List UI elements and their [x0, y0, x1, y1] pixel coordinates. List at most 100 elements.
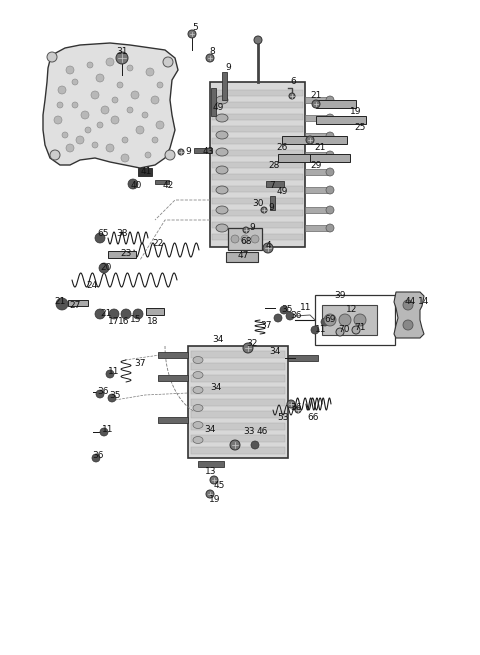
Text: 11: 11 — [315, 326, 327, 335]
Circle shape — [274, 314, 282, 322]
Circle shape — [121, 309, 131, 319]
Text: 6: 6 — [290, 77, 296, 86]
Polygon shape — [278, 154, 326, 162]
Polygon shape — [158, 375, 188, 381]
Circle shape — [62, 132, 68, 138]
Text: 34: 34 — [210, 383, 222, 392]
Circle shape — [152, 137, 158, 143]
Text: 49: 49 — [276, 187, 288, 196]
Bar — [138, 168, 152, 176]
Bar — [188, 346, 288, 458]
Bar — [191, 435, 285, 442]
Text: 21: 21 — [54, 297, 66, 307]
Text: 13: 13 — [205, 468, 217, 476]
Circle shape — [354, 314, 366, 326]
Circle shape — [206, 490, 214, 498]
Circle shape — [133, 309, 143, 319]
Bar — [212, 234, 303, 240]
Ellipse shape — [216, 96, 228, 104]
Text: 26: 26 — [276, 143, 288, 153]
Text: 40: 40 — [130, 181, 142, 191]
Circle shape — [163, 57, 173, 67]
Polygon shape — [316, 116, 366, 124]
Circle shape — [243, 227, 249, 233]
Polygon shape — [221, 72, 227, 100]
Circle shape — [306, 136, 314, 144]
Circle shape — [127, 65, 133, 71]
Text: 41: 41 — [140, 168, 152, 176]
Circle shape — [117, 82, 123, 88]
Circle shape — [151, 96, 159, 104]
Text: 16: 16 — [118, 318, 130, 326]
Circle shape — [91, 91, 99, 99]
Bar — [212, 126, 303, 132]
Circle shape — [146, 68, 154, 76]
Circle shape — [58, 86, 66, 94]
Circle shape — [326, 151, 334, 159]
Circle shape — [109, 309, 119, 319]
Text: 11: 11 — [108, 367, 120, 377]
Bar — [191, 351, 285, 358]
Circle shape — [95, 309, 105, 319]
Circle shape — [326, 224, 334, 232]
Circle shape — [403, 320, 413, 330]
Circle shape — [287, 400, 295, 408]
Text: 49: 49 — [212, 103, 224, 113]
Ellipse shape — [216, 186, 228, 194]
Bar — [212, 210, 303, 216]
Bar — [212, 186, 303, 192]
Text: 33: 33 — [243, 428, 255, 436]
Circle shape — [254, 36, 262, 44]
Circle shape — [122, 137, 128, 143]
Ellipse shape — [193, 436, 203, 443]
Circle shape — [131, 91, 139, 99]
Circle shape — [76, 136, 84, 144]
Text: 38: 38 — [116, 229, 128, 238]
Bar — [191, 423, 285, 430]
Polygon shape — [269, 196, 275, 210]
Ellipse shape — [193, 356, 203, 364]
Circle shape — [263, 243, 273, 253]
Text: 22: 22 — [152, 240, 164, 248]
Polygon shape — [211, 88, 216, 116]
Text: 32: 32 — [246, 339, 258, 348]
Circle shape — [106, 58, 114, 66]
Circle shape — [286, 312, 294, 320]
Polygon shape — [198, 461, 224, 467]
Circle shape — [96, 74, 104, 82]
Text: 36: 36 — [290, 403, 302, 413]
Text: 4: 4 — [265, 242, 271, 250]
Ellipse shape — [216, 224, 228, 232]
Circle shape — [111, 116, 119, 124]
Text: 37: 37 — [134, 360, 146, 369]
Text: 65: 65 — [97, 229, 109, 238]
Text: 24: 24 — [86, 282, 97, 291]
Circle shape — [106, 370, 114, 378]
Polygon shape — [68, 300, 88, 306]
Circle shape — [311, 326, 319, 334]
Text: 8: 8 — [209, 48, 215, 56]
Ellipse shape — [216, 114, 228, 122]
Circle shape — [251, 235, 259, 243]
Circle shape — [128, 179, 138, 189]
Text: 21: 21 — [100, 310, 112, 318]
Ellipse shape — [193, 405, 203, 411]
Text: 21: 21 — [314, 143, 326, 153]
Text: 15: 15 — [130, 316, 142, 324]
Circle shape — [280, 306, 288, 314]
Text: 34: 34 — [204, 426, 216, 434]
Text: 35: 35 — [109, 392, 121, 400]
Circle shape — [352, 326, 360, 334]
Circle shape — [72, 102, 78, 108]
Ellipse shape — [193, 422, 203, 428]
Text: 12: 12 — [346, 305, 358, 314]
Polygon shape — [288, 355, 318, 361]
Circle shape — [92, 142, 98, 148]
Circle shape — [321, 318, 329, 326]
Text: 71: 71 — [354, 324, 366, 333]
Circle shape — [251, 441, 259, 449]
Bar — [212, 90, 303, 96]
Text: 66: 66 — [307, 413, 319, 422]
Text: 17: 17 — [108, 318, 120, 326]
Bar — [191, 399, 285, 406]
